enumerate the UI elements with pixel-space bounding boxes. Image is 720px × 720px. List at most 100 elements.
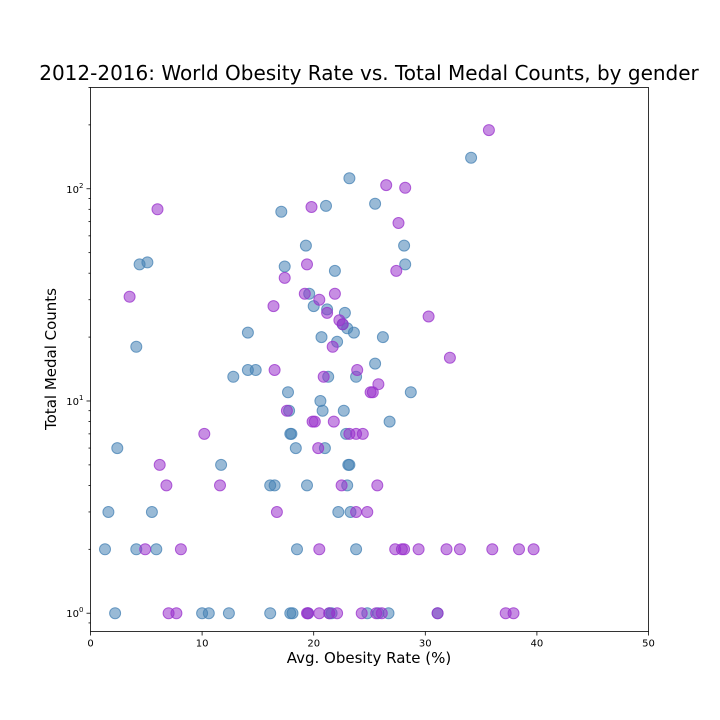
data-point-series-1	[99, 543, 111, 556]
x-tick-label: 40	[531, 639, 544, 650]
data-point-series-2	[513, 543, 525, 556]
data-point-series-1	[337, 404, 350, 417]
data-point-series-1	[145, 506, 158, 518]
data-point-series-1	[347, 326, 360, 339]
x-tick-label: 0	[87, 639, 93, 650]
y-tick-label: 101	[66, 394, 83, 408]
data-point-series-1	[249, 364, 262, 376]
data-point-series-2	[312, 442, 325, 455]
data-point-series-2	[422, 310, 435, 323]
data-point-series-1	[282, 386, 294, 399]
data-point-series-1	[369, 357, 382, 370]
data-point-series-2	[280, 404, 293, 417]
data-point-series-2	[443, 351, 456, 364]
data-point-series-1	[398, 239, 411, 252]
y-tick-label: 100	[66, 606, 83, 620]
data-point-series-1	[141, 256, 154, 269]
data-point-series-2	[301, 258, 313, 271]
data-point-series-2	[440, 543, 453, 556]
data-point-series-1	[215, 458, 228, 471]
data-point-series-2	[313, 293, 326, 306]
data-point-series-2	[331, 607, 344, 620]
x-tick-label: 20	[307, 639, 320, 650]
data-point-series-1	[301, 479, 313, 492]
data-point-series-1	[109, 607, 122, 620]
data-point-series-1	[369, 197, 382, 210]
data-point-series-2	[361, 506, 374, 518]
data-point-series-2	[153, 458, 166, 471]
data-point-series-1	[241, 326, 254, 339]
data-point-series-1	[332, 506, 345, 518]
data-point-series-2	[160, 479, 173, 492]
data-point-series-2	[305, 201, 318, 213]
data-point-series-1	[291, 543, 303, 556]
data-point-series-1	[275, 205, 288, 218]
data-point-series-2	[326, 340, 339, 353]
x-tick-label: 30	[419, 639, 432, 650]
data-point-series-2	[268, 364, 281, 376]
data-point-series-1	[285, 427, 298, 440]
data-point-series-2	[267, 300, 280, 313]
data-point-series-2	[174, 543, 187, 556]
x-tick-label: 10	[196, 639, 209, 650]
data-point-series-2	[507, 607, 520, 620]
data-point-series-1	[399, 258, 412, 271]
data-point-series-2	[270, 506, 283, 518]
data-point-series-1	[150, 543, 163, 556]
data-point-series-1	[102, 506, 115, 518]
data-point-series-2	[486, 543, 499, 556]
data-point-series-2	[390, 264, 403, 277]
x-axis-label: Avg. Obesity Rate (%)	[287, 649, 452, 667]
plot-frame	[90, 87, 649, 632]
data-point-series-1	[316, 404, 329, 417]
data-point-series-1	[376, 331, 389, 344]
data-point-series-1	[343, 172, 356, 185]
data-point-series-2	[170, 607, 183, 620]
data-point-series-2	[371, 479, 384, 492]
data-point-series-1	[264, 607, 277, 620]
data-point-series-2	[335, 479, 348, 492]
data-point-series-1	[299, 239, 312, 252]
data-point-series-2	[398, 543, 411, 556]
data-point-series-2	[380, 179, 393, 192]
data-point-series-2	[336, 318, 349, 331]
data-point-series-2	[350, 506, 363, 518]
data-point-series-1	[328, 264, 341, 277]
data-point-series-2	[375, 607, 388, 620]
data-point-series-2	[123, 290, 136, 303]
data-point-series-1	[315, 331, 328, 344]
data-point-series-1	[289, 442, 302, 455]
data-point-series-2	[412, 543, 425, 556]
chart-title: 2012-2016: World Obesity Rate vs. Total …	[39, 61, 699, 85]
data-point-series-2	[356, 427, 369, 440]
data-point-series-2	[313, 543, 326, 556]
data-point-series-2	[328, 287, 341, 300]
data-point-series-1	[343, 458, 356, 471]
data-point-series-1	[404, 386, 417, 399]
data-point-series-1	[320, 199, 332, 212]
data-point-series-1	[227, 370, 240, 383]
data-point-series-2	[298, 287, 311, 300]
data-point-series-1	[202, 607, 215, 620]
data-point-series-1	[314, 395, 327, 407]
data-point-series-2	[527, 543, 540, 556]
data-point-series-2	[355, 607, 368, 620]
data-point-series-2	[321, 306, 334, 319]
x-tick-label: 50	[642, 639, 655, 650]
data-point-series-2	[214, 479, 226, 492]
y-axis-label: Total Medal Counts	[42, 288, 60, 431]
data-point-series-1	[111, 442, 124, 455]
data-point-series-2	[453, 543, 466, 556]
data-point-series-1	[465, 151, 478, 164]
data-point-series-2	[278, 271, 291, 284]
data-point-series-2	[198, 427, 211, 440]
data-point-series-2	[139, 543, 152, 556]
data-point-series-1	[268, 479, 281, 492]
data-point-series-2	[313, 607, 326, 620]
data-point-series-1	[278, 260, 291, 273]
data-point-series-2	[392, 217, 405, 229]
data-point-series-1	[286, 607, 299, 620]
data-point-series-2	[327, 415, 340, 428]
data-point-series-2	[431, 607, 444, 620]
